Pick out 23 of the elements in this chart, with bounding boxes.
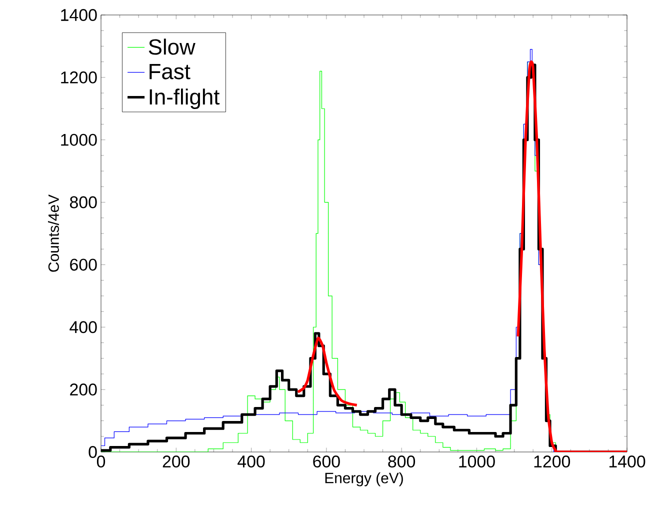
x-tick-label: 800 [388, 456, 416, 468]
x-tick-label: 1400 [609, 456, 646, 468]
y-axis-title: Counts/4eV [48, 194, 59, 272]
y-tick-label: 1400 [61, 8, 97, 21]
y-tick-label: 600 [70, 258, 97, 271]
x-tick-label: 400 [238, 456, 265, 468]
legend-label: Fast [150, 64, 190, 80]
y-tick-label: 800 [70, 196, 97, 208]
x-tick-label: 0 [96, 456, 106, 468]
line-series [516, 60, 628, 452]
line-series [296, 336, 358, 406]
legend-label: Slow [148, 38, 196, 55]
y-tick-label: 0 [88, 446, 97, 458]
x-tick-label: 600 [313, 456, 340, 468]
x-axis-title: Energy (eV) [325, 472, 403, 486]
y-tick-label: 1000 [61, 134, 97, 146]
y-tick-label: 1200 [61, 71, 97, 84]
legend-label: In-flight [150, 88, 220, 109]
x-tick-label: 1000 [459, 456, 495, 468]
y-tick-label: 400 [70, 321, 97, 334]
x-tick-label: 1200 [534, 456, 570, 468]
x-tick-label: 200 [162, 456, 190, 468]
y-tick-label: 200 [70, 384, 97, 396]
